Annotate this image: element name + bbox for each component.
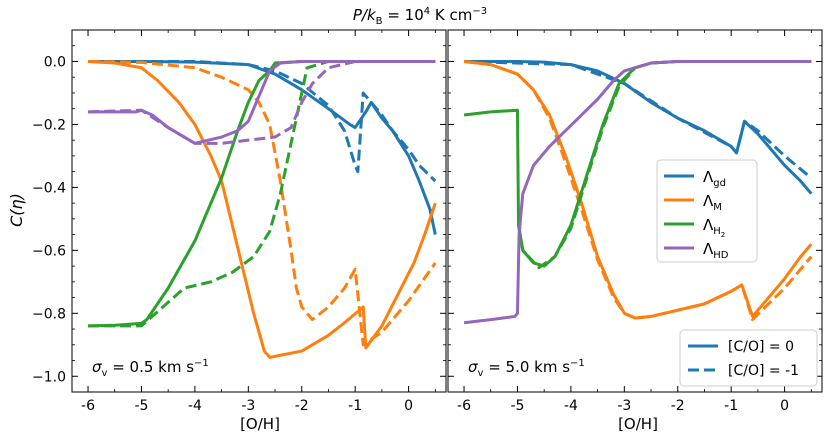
series-line-M-solid xyxy=(463,59,813,320)
series-line-M-dashed xyxy=(88,59,437,347)
panel-left: -6 -5 -4 -3 -2 -1 0 0.0 −0.2 −0.4 −0.6 −0.8 −1.0 σv =… xyxy=(32,29,447,414)
y-tick-label: 0.0 xyxy=(44,54,66,70)
legend-label-HD: ΛHD xyxy=(703,240,729,261)
y-tick-label: −0.2 xyxy=(32,117,66,133)
series-line-HD-solid xyxy=(463,59,812,325)
x-axis-label-right: [O/H] xyxy=(618,415,658,433)
series-line-HD-solid xyxy=(88,59,436,145)
y-tick-label: −0.6 xyxy=(32,243,66,259)
x-tick-label: -2 xyxy=(295,398,309,414)
x-tick-label: -4 xyxy=(564,398,578,414)
x-tick-label: -5 xyxy=(510,398,524,414)
plot-frame xyxy=(447,29,823,393)
x-tick-label: -6 xyxy=(457,398,471,414)
series-lines xyxy=(87,59,437,359)
x-tick-label: -5 xyxy=(134,398,148,414)
series-line-gd-solid xyxy=(88,59,437,235)
chart-title: P/kB = 104 K cm−3 xyxy=(353,6,487,27)
series-line-M-solid xyxy=(87,59,437,359)
legend-style-label: [C/O] = -1 xyxy=(728,363,799,379)
y-tick-label: −0.4 xyxy=(32,180,66,196)
velocity-annotation: σv = 0.5 km s−1 xyxy=(92,358,209,379)
series-line-H2-solid xyxy=(87,59,436,328)
x-tick-label: -2 xyxy=(671,398,685,414)
x-tick-label: -3 xyxy=(241,398,255,414)
x-tick-label: -1 xyxy=(724,398,738,414)
x-tick-label: -4 xyxy=(188,398,202,414)
series-line-gd-dashed xyxy=(88,59,437,183)
legend-label-H2: ΛH2 xyxy=(703,216,725,239)
x-tick-label: 0 xyxy=(404,398,413,414)
legend-label-M: ΛM xyxy=(703,192,722,213)
plot-frame xyxy=(71,29,447,393)
series-line-M-dashed xyxy=(463,59,813,322)
series-lines xyxy=(463,59,813,325)
x-tick-label: 0 xyxy=(780,398,789,414)
series-line-HD-dashed xyxy=(87,59,436,145)
x-tick-label: -3 xyxy=(617,398,631,414)
y-tick-label: −1.0 xyxy=(32,369,66,385)
velocity-annotation: σv = 5.0 km s−1 xyxy=(468,358,585,379)
style-legend: [C/O] = 0 [C/O] = -1 xyxy=(679,329,818,387)
legend-box xyxy=(656,159,758,263)
x-axis-label-left: [O/H] xyxy=(240,415,280,433)
series-line-gd-dashed xyxy=(463,59,813,180)
x-tick-label: -1 xyxy=(348,398,362,414)
series-line-H2-dashed xyxy=(88,59,436,328)
y-tick-label: −0.8 xyxy=(32,306,66,322)
x-tick-label: -6 xyxy=(81,398,95,414)
legend-label-gd: Λgd xyxy=(703,168,726,189)
legend-style-label: [C/O] = 0 xyxy=(728,339,794,355)
legend-box xyxy=(679,329,818,387)
y-axis-label: C(η) xyxy=(7,193,26,227)
